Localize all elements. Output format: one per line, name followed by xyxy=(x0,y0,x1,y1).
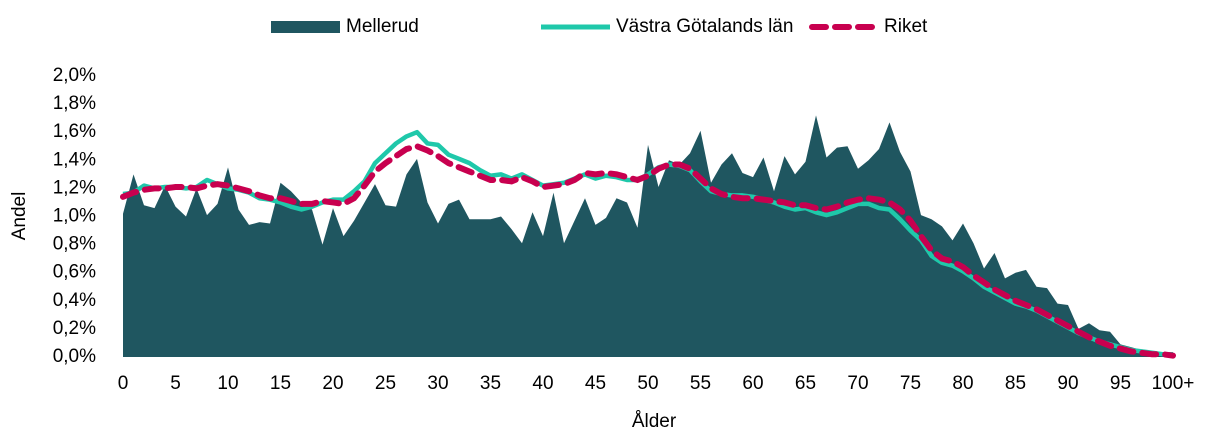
y-tick-label: 1,8% xyxy=(53,93,96,114)
x-axis-label: Ålder xyxy=(632,411,677,430)
x-tick-label: 35 xyxy=(480,373,501,394)
y-tick-label: 0,6% xyxy=(53,262,96,283)
area xyxy=(123,115,1173,357)
x-tick-label: 45 xyxy=(585,373,606,394)
x-tick-label: 100+ xyxy=(1152,373,1195,394)
legend-label: Västra Götalands län xyxy=(616,16,793,37)
x-tick-label: 55 xyxy=(690,373,711,394)
x-tick-label: 60 xyxy=(742,373,763,394)
x-tick-label: 30 xyxy=(427,373,448,394)
x-tick-label: 85 xyxy=(1005,373,1026,394)
y-axis-label: Andel xyxy=(9,192,30,241)
dashed-line xyxy=(120,143,1176,359)
y-tick-label: 1,6% xyxy=(53,121,96,142)
x-tick-label: 50 xyxy=(637,373,658,394)
legend-label: Riket xyxy=(884,16,928,37)
x-tick-label: 15 xyxy=(270,373,291,394)
x-tick-label: 80 xyxy=(952,373,973,394)
x-tick-label: 70 xyxy=(847,373,868,394)
x-tick-label: 10 xyxy=(217,373,238,394)
x-tick-label: 0 xyxy=(118,373,129,394)
y-tick-label: 1,0% xyxy=(53,206,96,227)
y-tick-label: 0,4% xyxy=(53,290,96,311)
y-tick-label: 2,0% xyxy=(53,65,96,86)
legend-label: Mellerud xyxy=(346,16,419,37)
y-tick-label: 0,0% xyxy=(53,346,96,367)
x-tick-label: 95 xyxy=(1110,373,1131,394)
y-tick-label: 0,2% xyxy=(53,318,96,339)
x-tick-label: 25 xyxy=(375,373,396,394)
y-tick-label: 1,2% xyxy=(53,177,96,198)
x-tick-label: 5 xyxy=(170,373,181,394)
y-tick-label: 1,4% xyxy=(53,149,96,170)
x-tick-label: 40 xyxy=(532,373,553,394)
legend-swatch xyxy=(271,21,340,33)
x-tick-label: 20 xyxy=(322,373,343,394)
x-tick-label: 75 xyxy=(900,373,921,394)
y-tick-label: 0,8% xyxy=(53,234,96,255)
x-tick-label: 90 xyxy=(1057,373,1078,394)
x-tick-label: 65 xyxy=(795,373,816,394)
